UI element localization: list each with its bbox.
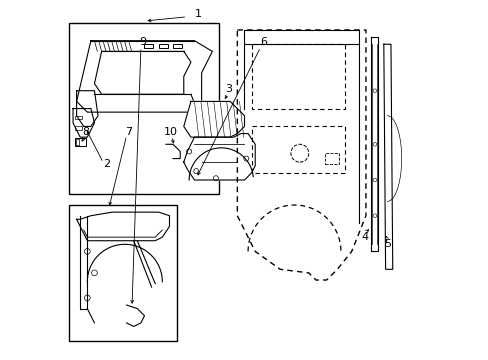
Polygon shape <box>383 44 392 269</box>
Polygon shape <box>183 102 244 137</box>
Bar <box>144 44 153 48</box>
Bar <box>75 126 82 130</box>
Text: 2: 2 <box>103 159 110 169</box>
Bar <box>76 139 80 145</box>
Bar <box>69 23 219 194</box>
Bar <box>173 44 182 48</box>
Text: 10: 10 <box>164 127 178 137</box>
Bar <box>75 138 85 146</box>
Bar <box>159 44 167 48</box>
Text: 8: 8 <box>82 127 89 137</box>
Text: 4: 4 <box>361 232 368 242</box>
Polygon shape <box>183 134 255 180</box>
Text: 1: 1 <box>194 9 201 19</box>
Bar <box>69 205 176 341</box>
Text: 5: 5 <box>383 239 390 249</box>
Bar <box>324 153 339 164</box>
Text: 3: 3 <box>224 84 231 94</box>
Text: 9: 9 <box>139 37 146 48</box>
Bar <box>75 116 82 119</box>
Text: 6: 6 <box>260 37 267 48</box>
Text: 7: 7 <box>124 127 132 137</box>
Polygon shape <box>370 37 378 251</box>
